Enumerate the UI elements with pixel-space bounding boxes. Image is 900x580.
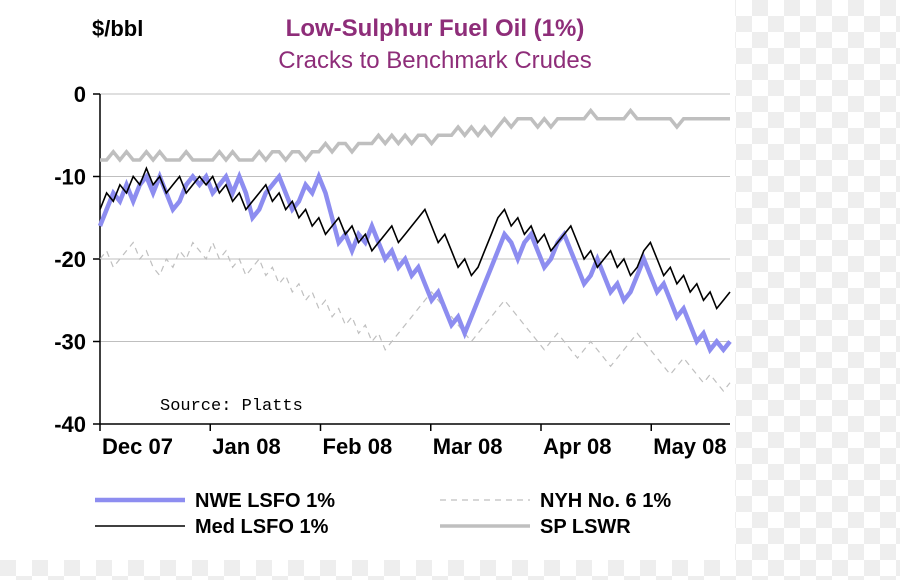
x-tick-label: Apr 08 [543,434,611,459]
chart-title-1: Low-Sulphur Fuel Oil (1%) [286,15,585,42]
y-axis-unit: $/bbl [92,16,143,41]
y-tick-label: -40 [54,412,86,437]
legend-label: NYH No. 6 1% [540,490,671,512]
chart-container: Low-Sulphur Fuel Oil (1%) Cracks to Bench… [0,0,900,580]
chart-title-2: Cracks to Benchmark Crudes [278,47,591,74]
legend-label: SP LSWR [540,516,631,538]
source-label: Source: Platts [160,397,303,416]
x-tick-label: Feb 08 [323,434,393,459]
legend-label: NWE LSFO 1% [195,490,335,512]
plot-background [0,0,735,560]
x-tick-label: Dec 07 [102,434,173,459]
chart-svg: Low-Sulphur Fuel Oil (1%) Cracks to Bench… [0,0,900,580]
y-tick-label: -20 [54,247,86,272]
y-tick-label: -10 [54,165,86,190]
y-tick-label: -30 [54,330,86,355]
x-tick-label: Jan 08 [212,434,281,459]
y-tick-label: 0 [74,82,86,107]
x-tick-label: May 08 [653,434,726,459]
x-tick-label: Mar 08 [433,434,503,459]
legend-label: Med LSFO 1% [195,516,329,538]
